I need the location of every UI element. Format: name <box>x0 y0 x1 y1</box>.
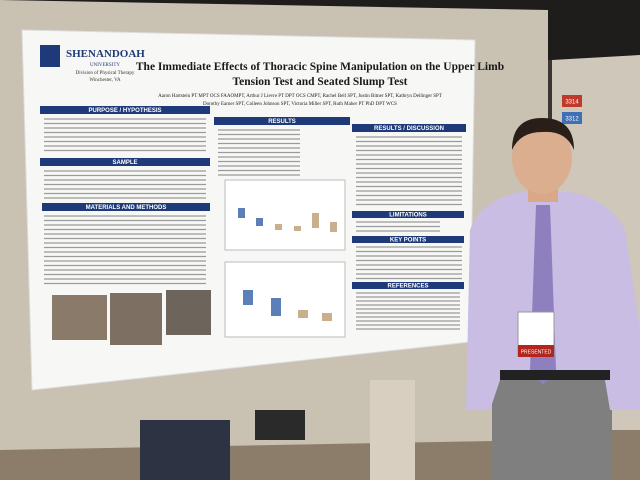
poster-title: The Immediate Effects of Thoracic Spine … <box>136 61 504 73</box>
section-bar <box>352 282 464 289</box>
man: PRESENTED <box>466 118 640 480</box>
background-person <box>140 420 230 480</box>
section-bar <box>40 158 210 166</box>
photo <box>52 295 107 340</box>
board-number: 3312 <box>565 117 579 123</box>
chart-boxes <box>238 208 337 321</box>
badge: PRESENTED <box>521 349 552 355</box>
logo-shield <box>40 45 60 67</box>
section-header: SAMPLE <box>112 160 137 166</box>
section-header: REFERENCES <box>387 284 428 290</box>
board-sign <box>562 95 582 107</box>
section-bar <box>40 106 210 114</box>
background-person <box>370 380 415 480</box>
university-sub: UNIVERSITY <box>90 63 120 68</box>
authors: Dorothy Earner SPT, Colleen Johnson SPT,… <box>203 102 397 107</box>
location: Winchester, VA <box>89 78 121 83</box>
photo <box>110 293 162 345</box>
board-sign <box>562 112 582 124</box>
section-bar <box>352 124 466 132</box>
photo <box>166 290 211 335</box>
section-bar <box>352 211 464 218</box>
section-header: RESULTS / DISCUSSION <box>374 126 444 132</box>
university: SHENANDOAH <box>66 48 145 60</box>
section-bar <box>352 236 464 243</box>
section-header: LIMITATIONS <box>389 213 426 219</box>
section-header: RESULTS <box>268 119 296 125</box>
section-bar <box>42 203 210 211</box>
section-header: PURPOSE / HYPOTHESIS <box>88 108 161 114</box>
poster-title: Tension Test and Seated Slump Test <box>232 76 407 88</box>
body-text <box>44 118 462 330</box>
board-number: 3314 <box>565 100 579 106</box>
authors: Aaron Hartstein PT MPT OCS FAAOMPT, Arth… <box>158 94 442 99</box>
section-header: MATERIALS AND METHODS <box>86 205 167 211</box>
section-header: KEY POINTS <box>390 238 426 244</box>
division: Division of Physical Therapy <box>76 71 135 76</box>
section-bar <box>214 117 350 125</box>
background-person <box>255 410 305 440</box>
